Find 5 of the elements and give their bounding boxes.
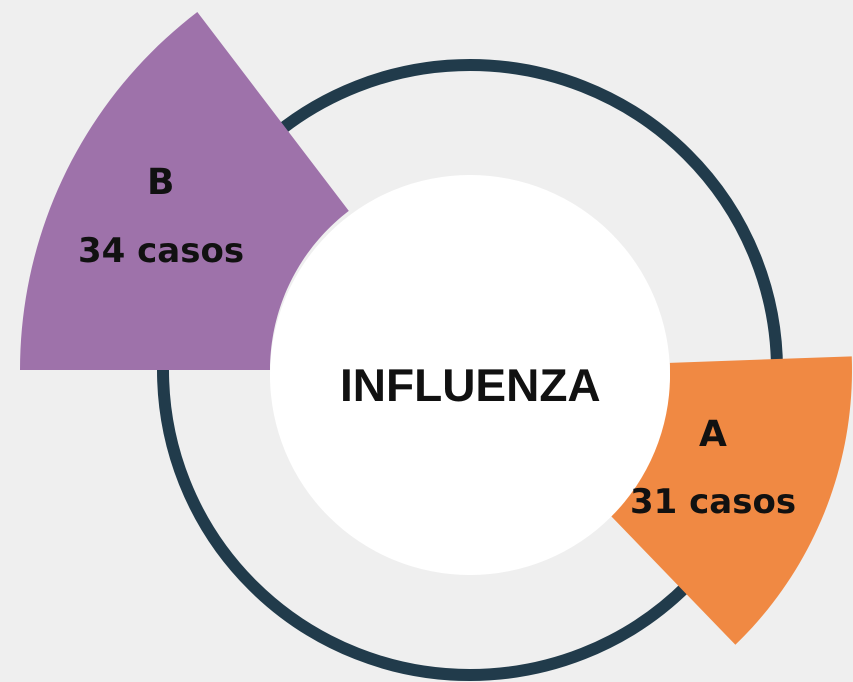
data-label: 31 casos (630, 482, 796, 522)
data-label: 34 casos (78, 231, 244, 271)
category-label: B (147, 162, 174, 203)
category-label: A (699, 414, 727, 455)
text: INFLUENZA (340, 359, 601, 411)
